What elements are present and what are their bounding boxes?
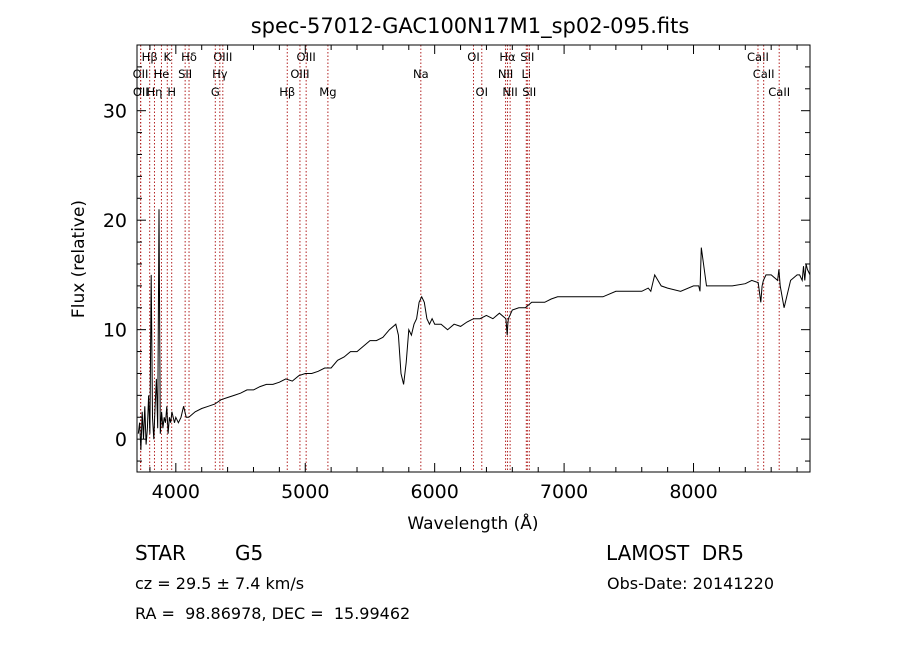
spectral-line-label: SII bbox=[178, 67, 192, 81]
spectral-line-label: Hβ bbox=[142, 50, 158, 64]
spectral-line-label: CaII bbox=[768, 85, 790, 99]
spectral-line-label: OIII bbox=[213, 50, 232, 64]
spectral-line-label: SII bbox=[522, 85, 536, 99]
survey-name: LAMOST DR5 bbox=[606, 541, 744, 565]
spectral-line-label: G bbox=[211, 85, 220, 99]
spectral-line-label: K bbox=[164, 50, 172, 64]
y-tick-label: 10 bbox=[103, 320, 127, 342]
spectral-line-label: Hη bbox=[147, 85, 163, 99]
chart-title: spec-57012-GAC100N17M1_sp02-095.fits bbox=[251, 14, 690, 39]
plot-frame bbox=[136, 44, 811, 473]
spectral-line-label: OI bbox=[467, 50, 479, 64]
spectral-line-label: Hγ bbox=[212, 67, 228, 81]
spectral-line-label: He bbox=[154, 67, 170, 81]
spectral-line-label: Na bbox=[413, 67, 429, 81]
x-tick-label: 4000 bbox=[152, 481, 200, 503]
spectral-line-label: OI bbox=[476, 85, 488, 99]
spectral-line-label: Li bbox=[521, 67, 531, 81]
y-tick-label: 20 bbox=[103, 210, 127, 232]
obs-date: Obs-Date: 20141220 bbox=[607, 574, 775, 593]
spectral-line-label: NII bbox=[502, 85, 517, 99]
x-tick-label: 8000 bbox=[669, 481, 717, 503]
spectral-line-label: Mg bbox=[319, 85, 336, 99]
spectral-line-label: OIII bbox=[290, 67, 309, 81]
spectral-line-label: H bbox=[167, 85, 176, 99]
spectral-line-label: OIII bbox=[297, 50, 316, 64]
object-class: STAR bbox=[135, 541, 186, 565]
x-axis-label: Wavelength (Å) bbox=[407, 512, 538, 534]
object-subclass: G5 bbox=[235, 541, 264, 565]
spectral-line-label: CaII bbox=[747, 50, 769, 64]
x-tick-label: 7000 bbox=[540, 481, 588, 503]
spectral-line-label: CaII bbox=[753, 67, 775, 81]
spectral-line-label: Hα bbox=[499, 50, 516, 64]
spectral-line-label: Hδ bbox=[181, 50, 197, 64]
y-tick-label: 30 bbox=[103, 101, 127, 123]
x-tick-label: 6000 bbox=[410, 481, 458, 503]
spectral-line-label: NII bbox=[498, 67, 513, 81]
redshift-text: cz = 29.5 ± 7.4 km/s bbox=[135, 574, 305, 593]
coordinates: RA = 98.86978, DEC = 15.99462 bbox=[135, 604, 411, 623]
x-tick-label: 5000 bbox=[281, 481, 329, 503]
spectral-line-label: Hβ bbox=[279, 85, 295, 99]
axis-ticks: 4000 5000 6000 7000 8000 0 10 20 30 bbox=[103, 45, 810, 503]
y-axis-label: Flux (relative) bbox=[69, 200, 89, 318]
spectral-line-label: SII bbox=[520, 50, 534, 64]
spectrum-series bbox=[137, 209, 811, 451]
y-tick-label: 0 bbox=[115, 429, 127, 451]
